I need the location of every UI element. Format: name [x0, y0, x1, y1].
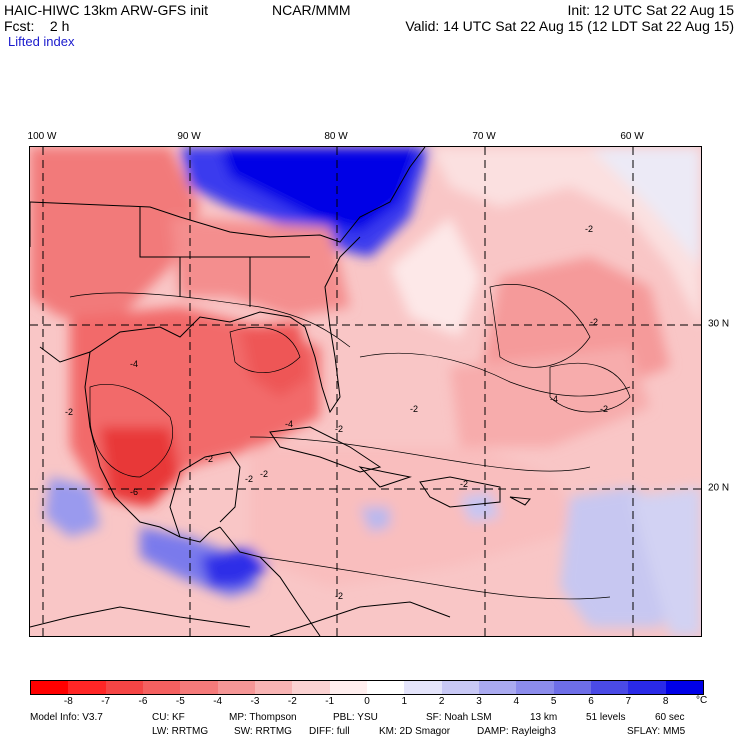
contour-label: -6: [130, 487, 138, 497]
contour-label: -4: [130, 359, 138, 369]
lon-label-80w: 80 W: [324, 131, 348, 142]
contour-label: -4: [285, 419, 293, 429]
colorbar-tick-label: 2: [438, 696, 445, 707]
colorbar-tick-label: 5: [550, 696, 557, 707]
lon-label-100w: 100 W: [27, 131, 57, 142]
field-shading: [30, 147, 701, 636]
map-canvas: -2 -2 -2 -4 -6 -2 -2 -2 -4 -2 -2 -2 -4 -…: [30, 147, 701, 636]
colorbar-segment: [553, 681, 591, 694]
colorbar-segment: [329, 681, 367, 694]
colorbar-tick-label: -1: [325, 696, 335, 707]
colorbar-tick-label: -3: [250, 696, 260, 707]
colorbar-segment: [478, 681, 517, 694]
colorbar-tick-label: 7: [625, 696, 632, 707]
contour-label: -2: [335, 424, 343, 434]
contour-label: -2: [590, 317, 598, 327]
forecast-hour: Fcst: 2 h: [4, 18, 70, 34]
contour-label: -2: [460, 479, 468, 489]
lon-label-90w: 90 W: [177, 131, 201, 142]
contour-label: -2: [245, 474, 253, 484]
colorbar-segment: [516, 681, 554, 694]
colorbar-tick-label: -7: [101, 696, 111, 707]
lat-label-20n: 20 N: [708, 482, 730, 494]
lat-lon-grid: [30, 147, 701, 636]
timestep: 60 sec: [655, 712, 685, 723]
lon-label-70w: 70 W: [472, 131, 496, 142]
colorbar-units: °C: [696, 695, 708, 706]
km-option: KM: 2D Smagor: [379, 726, 451, 737]
coastlines: [30, 147, 531, 636]
longwave-scheme: LW: RRTMG: [152, 726, 209, 737]
contour-label: -2: [335, 591, 343, 601]
diffusion-option: DIFF: full: [309, 726, 350, 737]
colorbar-segment: [254, 681, 293, 694]
colorbar-tick-label: 8: [662, 696, 669, 707]
colorbar-tick-label: 3: [476, 696, 482, 707]
colorbar-segment: [180, 681, 218, 694]
colorbar-segment: [292, 681, 330, 694]
damping-option: DAMP: Rayleigh3: [477, 726, 556, 737]
colorbar-segment: [31, 681, 69, 694]
lat-label-30n: 30 N: [708, 318, 730, 330]
colorbar-segment: [366, 681, 405, 694]
valid-time: Valid: 14 UTC Sat 22 Aug 15 (12 LDT Sat …: [405, 18, 734, 34]
colorbar-tick-label: -2: [287, 696, 297, 707]
colorbar-tick-label: -5: [175, 696, 185, 707]
contour-label: -2: [260, 469, 268, 479]
colorbar-segment: [68, 681, 106, 694]
grid-spacing: 13 km: [530, 712, 558, 723]
colorbar-tick-label: -8: [63, 696, 73, 707]
colorbar-segment: [628, 681, 666, 694]
contour-value-labels: -2 -2 -2 -4 -6 -2 -2 -2 -4 -2 -2 -2 -4 -…: [65, 224, 608, 601]
pbl-scheme: PBL: YSU: [333, 712, 378, 723]
organization-label: NCAR/MMM: [272, 2, 351, 18]
lon-label-60w: 60 W: [620, 131, 644, 142]
colorbar-tick-label: 6: [588, 696, 594, 707]
colorbar-tick-label: 1: [401, 696, 408, 707]
init-time: Init: 12 UTC Sat 22 Aug 15: [567, 2, 734, 18]
surface-scheme: SF: Noah LSM: [426, 712, 492, 723]
colorbar-tick-label: 4: [513, 696, 520, 707]
contour-label: -2: [205, 454, 213, 464]
vertical-levels: 51 levels: [586, 712, 626, 723]
colorbar-segment: [665, 681, 703, 694]
field-name: Lifted index: [8, 34, 75, 49]
contour-label: -2: [65, 407, 73, 417]
model-info: Model Info: V3.7: [30, 712, 103, 723]
colorbar-tick-label: -4: [213, 696, 223, 707]
contour-label: -2: [585, 224, 593, 234]
colorbar-tick-label: 0: [364, 696, 370, 707]
lifted-index-map: -2 -2 -2 -4 -6 -2 -2 -2 -4 -2 -2 -2 -4 -…: [29, 146, 702, 637]
colorbar-segment: [142, 681, 181, 694]
model-title: HAIC-HIWC 13km ARW-GFS init: [4, 2, 209, 18]
colorbar-segment: [590, 681, 629, 694]
contour-label: -2: [600, 404, 608, 414]
microphysics-scheme: MP: Thompson: [229, 712, 297, 723]
colorbar: [30, 680, 704, 695]
cumulus-scheme: CU: KF: [152, 712, 185, 723]
contour-label: -2: [410, 404, 418, 414]
colorbar-segment: [441, 681, 479, 694]
colorbar-segment: [217, 681, 255, 694]
shortwave-scheme: SW: RRTMG: [234, 726, 292, 737]
colorbar-tick-label: -6: [138, 696, 148, 707]
colorbar-segment: [404, 681, 442, 694]
colorbar-segment: [105, 681, 143, 694]
contour-lines: [69, 284, 631, 600]
surface-layer-option: SFLAY: MM5: [627, 726, 686, 737]
contour-label: -4: [550, 394, 558, 404]
